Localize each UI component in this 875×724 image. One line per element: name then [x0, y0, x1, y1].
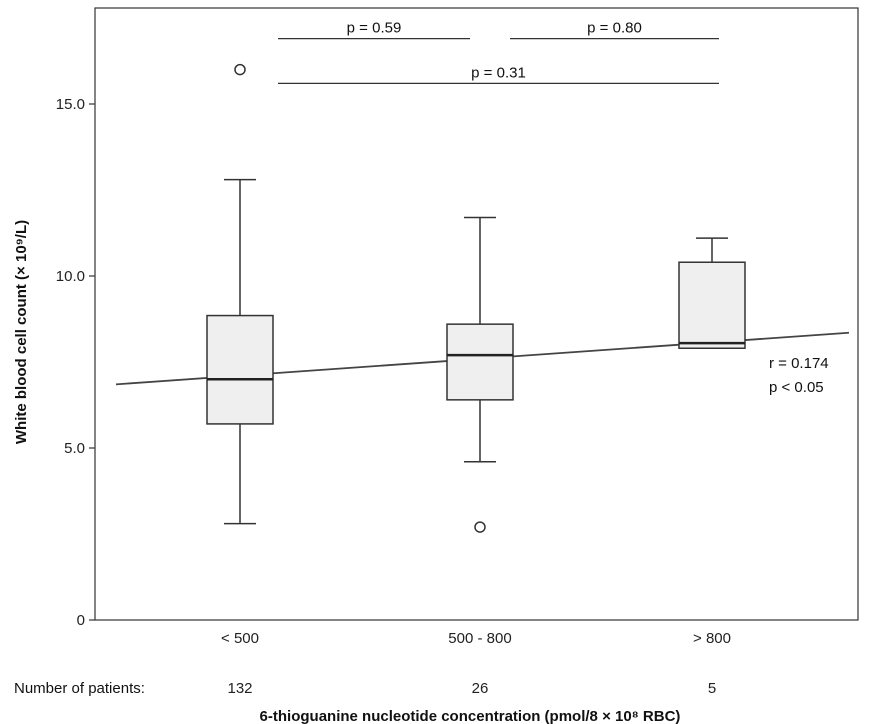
regression-p-label: p < 0.05 [769, 379, 824, 396]
y-tick-label: 5.0 [64, 440, 85, 457]
x-tick-label: 500 - 800 [448, 630, 511, 647]
comparison-p-label: p = 0.31 [471, 64, 526, 81]
regression-r-label: r = 0.174 [769, 355, 829, 372]
comparison-p-label: p = 0.59 [347, 20, 402, 37]
box-group [678, 237, 746, 349]
comparison-brackets: p = 0.59 p = 0.80 p = 0.31 [278, 20, 719, 84]
boxes-layer [206, 63, 746, 533]
patients-row-label: Number of patients: [14, 680, 145, 697]
x-tick-label: < 500 [221, 630, 259, 647]
iqr-box [206, 314, 274, 425]
x-axis-title: 6-thioguanine nucleotide concentration (… [260, 708, 681, 724]
y-tick-label: 0 [77, 612, 85, 629]
patient-count: 26 [472, 680, 489, 697]
y-axis-title: White blood cell count (× 10⁹/L) [13, 220, 30, 444]
comparison-p-label: p = 0.80 [587, 20, 642, 37]
y-tick-label: 10.0 [56, 268, 85, 285]
outlier-point [234, 63, 246, 76]
x-axis: < 500 500 - 800 > 800 [221, 630, 731, 647]
patient-count: 132 [227, 680, 252, 697]
x-tick-label: > 800 [693, 630, 731, 647]
iqr-box [446, 323, 514, 401]
y-axis: 0 5.0 10.0 15.0 [56, 96, 95, 629]
y-tick-label: 15.0 [56, 96, 85, 113]
plot-frame [94, 7, 859, 621]
box-group [446, 216, 514, 533]
box-group [206, 63, 274, 525]
patient-count: 5 [708, 680, 716, 697]
outlier-point [474, 521, 486, 533]
patient-counts: 132 26 5 [227, 680, 716, 697]
iqr-box [678, 261, 746, 349]
